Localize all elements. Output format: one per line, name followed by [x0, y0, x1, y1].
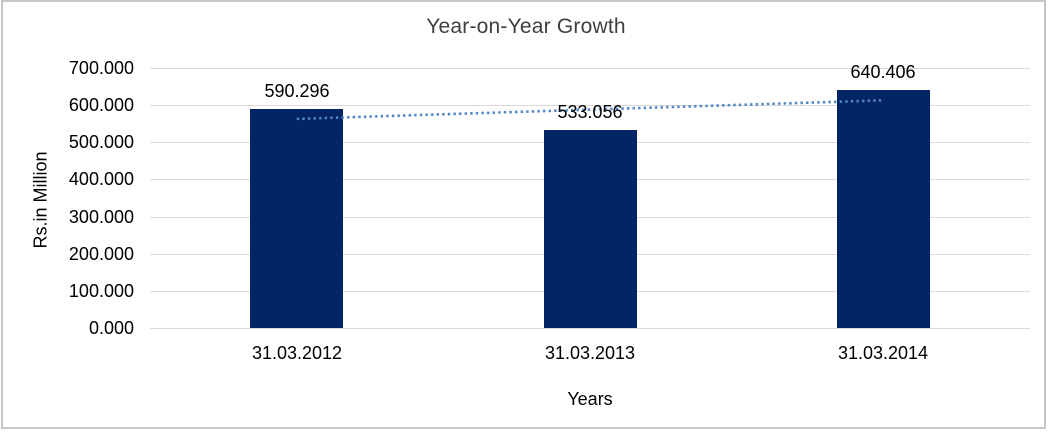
chart-title: Year-on-Year Growth [426, 15, 626, 38]
y-tick-label: 400.000 [68, 169, 134, 189]
y-tick-label: 500.000 [68, 132, 134, 152]
x-axis-title: Years [567, 389, 613, 409]
x-tick-label: 31.03.2013 [544, 343, 636, 363]
x-tick-label: 31.03.2012 [251, 343, 343, 363]
y-tick-label: 700.000 [68, 58, 134, 78]
gridline [150, 328, 1030, 329]
bar-31.03.2014 [837, 90, 930, 328]
y-tick-label: 0.000 [88, 318, 134, 338]
y-tick-label: 600.000 [68, 95, 134, 115]
y-tick-label: 300.000 [68, 207, 134, 227]
data-label: 533.056 [557, 102, 623, 122]
y-axis-title: Rs.in Million [30, 151, 51, 249]
data-label: 590.296 [264, 81, 330, 101]
data-label: 640.406 [850, 62, 916, 82]
bar-31.03.2013 [544, 130, 637, 328]
x-tick-label: 31.03.2014 [837, 343, 929, 363]
y-tick-label: 100.000 [68, 281, 134, 301]
y-tick-label: 200.000 [68, 244, 134, 264]
gridline [150, 68, 1030, 69]
bar-31.03.2012 [250, 108, 343, 328]
